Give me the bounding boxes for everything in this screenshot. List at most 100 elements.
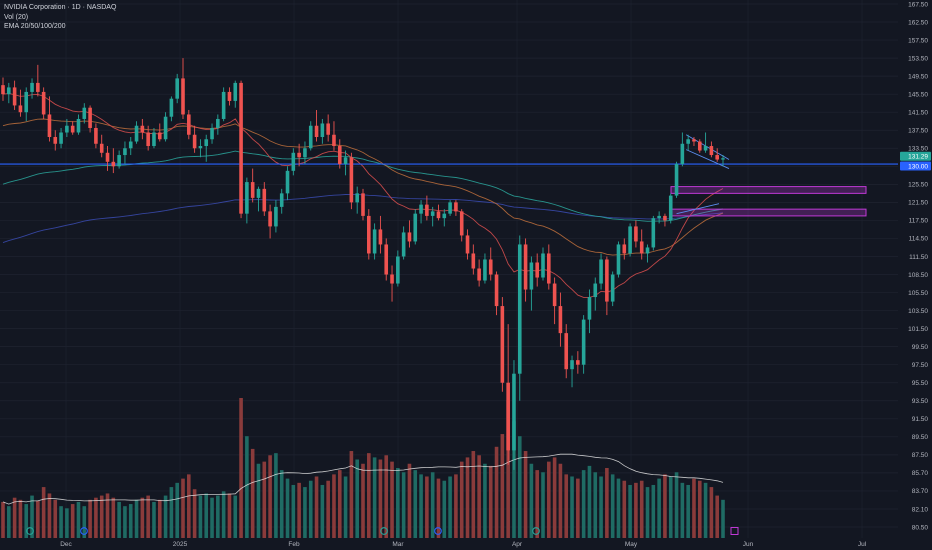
earnings-marker [380,527,388,535]
volume-bar [628,484,632,538]
candle-body [279,193,284,207]
volume-bar [523,451,528,538]
price-tick-label: 111.50 [909,254,928,261]
candle-body [7,87,11,95]
volume-bar [210,497,214,538]
candle-body [274,206,278,227]
volume-bar [198,495,203,538]
chart-legend: NVIDIA Corporation · 1D · NASDAQ Vol (20… [4,3,116,32]
candle-body [192,134,197,149]
volume-bar [157,499,162,538]
price-tick-label: 149.50 [908,73,928,80]
volume-bar [216,495,220,538]
candle-body [18,105,23,113]
candle-body [605,259,609,302]
price-tick-label: 162.50 [908,19,928,26]
volume-bar [697,480,702,538]
price-tick-label: 121.50 [908,200,928,207]
price-tick-label: 153.50 [908,55,928,62]
volume-bar [465,457,470,538]
candle-body [401,232,406,257]
legend-title: NVIDIA Corporation · 1D · NASDAQ [4,4,117,11]
price-tick-label: 91.50 [912,416,929,423]
candle-body [134,125,139,142]
volume-bar [547,461,551,538]
volume-bar [320,484,325,538]
price-tick-label: 108.50 [908,272,928,279]
volume-bar [576,478,580,538]
volume-bar [663,474,667,538]
candle-body [703,146,708,151]
candle-body [430,211,435,216]
candle-body [674,164,679,196]
volume-bar [459,461,464,538]
volume-bar [146,495,150,538]
candle-body [76,118,81,133]
volume-bar [494,446,499,538]
candle-body [529,262,534,290]
candle-body [41,91,46,115]
candle-body [175,78,179,99]
candle-body [628,226,632,254]
candle-body [634,226,638,242]
price-tick-label: 82.10 [912,506,929,513]
earnings-marker [80,527,88,535]
price-tag-box [900,151,931,161]
volume-bar [372,457,377,538]
volume-bar [483,463,487,538]
candle-body [303,148,307,158]
volume-bar [680,482,685,538]
candle-body [216,118,220,128]
candle-body [111,161,116,167]
candle-body [12,87,17,106]
candle-body [448,202,452,214]
time-tick-label: 2025 [173,541,188,548]
candle-body [686,139,690,144]
volume-bar [41,487,46,538]
volume-bar [250,448,255,538]
candle-body [314,125,319,138]
price-tick-label: 141.50 [908,110,928,117]
candle-body [680,143,685,165]
alert-marker [730,527,739,535]
demand-zone [670,186,867,194]
earnings-marker [26,527,34,535]
candle-body [99,143,104,153]
candle-body [494,274,499,307]
candle-body [436,211,441,219]
volume-bar [128,504,133,538]
volume-bar [517,436,522,538]
volume-bar [645,487,650,538]
candle-body [291,152,296,171]
candle-body [657,215,661,219]
volume-bar [105,493,110,538]
candle-body [599,259,603,284]
candle-body [552,283,557,307]
candle-body [210,127,214,140]
volume-bar [111,497,116,538]
candle-body [65,125,69,133]
volume-bar [239,398,243,538]
volume-bar [436,478,441,538]
volume-bar [204,493,209,538]
volume-bar [18,499,23,538]
volume-bar [187,474,191,538]
candle-body [320,123,325,138]
candle-body [152,132,156,147]
volume-bar [407,463,412,538]
price-tick-label: 133.50 [908,146,928,153]
volume-bar [721,499,725,538]
volume-bar [94,497,98,538]
price-tick-label: 105.50 [908,290,928,297]
candle-body [454,202,458,212]
volume-bar [535,470,539,538]
volume-bar [529,463,534,538]
price-tick-label: 125.50 [908,182,928,189]
volume-bar [181,478,185,538]
candle-body [221,91,226,119]
volume-bar [12,497,17,538]
candle-body [570,360,574,370]
candle-body [53,137,58,144]
price-tag-label: 130.00 [908,163,928,170]
